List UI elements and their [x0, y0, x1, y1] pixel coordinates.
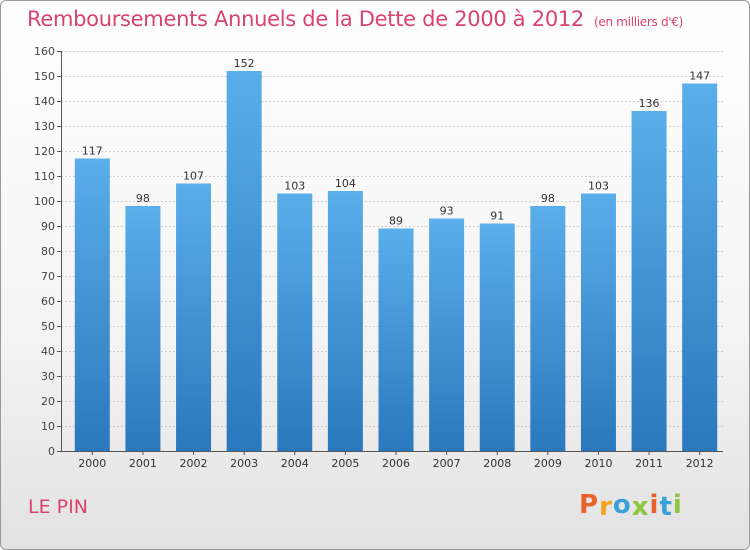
data-label: 104 — [335, 177, 356, 190]
y-tick-label: 90 — [41, 220, 55, 233]
bar — [378, 228, 414, 451]
y-tick-label: 60 — [41, 295, 55, 308]
data-label: 89 — [389, 215, 403, 228]
chart-subtitle: (en milliers d'€) — [594, 15, 684, 29]
bar — [479, 223, 515, 451]
bar — [125, 206, 161, 451]
x-tick-label: 2005 — [331, 457, 359, 470]
y-tick-label: 30 — [41, 370, 55, 383]
y-tick-label: 70 — [41, 270, 55, 283]
y-tick-label: 110 — [34, 170, 55, 183]
y-tick-label: 100 — [34, 195, 55, 208]
data-label: 98 — [136, 192, 150, 205]
y-tick-label: 160 — [34, 45, 55, 58]
data-label: 107 — [183, 170, 204, 183]
x-tick-label: 2010 — [584, 457, 612, 470]
chart-title: Remboursements Annuels de la Dette de 20… — [27, 7, 683, 31]
x-tick-label: 2007 — [433, 457, 461, 470]
y-tick-label: 10 — [41, 420, 55, 433]
x-tick-label: 2003 — [230, 457, 258, 470]
x-tick-label: 2008 — [483, 457, 511, 470]
y-tick-label: 50 — [41, 320, 55, 333]
x-tick-label: 2001 — [129, 457, 157, 470]
bar — [176, 183, 212, 451]
y-tick-label: 150 — [34, 70, 55, 83]
bar — [580, 193, 616, 451]
bar — [429, 218, 465, 451]
data-label: 136 — [639, 97, 660, 110]
label-layer: 0 10 20 30 40 50 60 70 80 90 100 110 120 130 140 150 160… — [34, 45, 714, 470]
data-label: 103 — [588, 180, 609, 193]
y-tick-label: 0 — [48, 445, 55, 458]
logo-letter: o — [612, 490, 632, 520]
logo-letter: i — [672, 490, 683, 520]
bar — [327, 191, 363, 451]
data-label: 93 — [440, 205, 454, 218]
y-tick-label: 130 — [34, 120, 55, 133]
logo-letter: r — [599, 492, 613, 522]
data-label: 117 — [82, 145, 103, 158]
x-tick-label: 2002 — [180, 457, 208, 470]
logo-letter: i — [649, 490, 660, 520]
proxiti-logo: Proxiti — [579, 490, 683, 522]
y-tick-label: 20 — [41, 395, 55, 408]
grid-layer — [57, 51, 723, 455]
logo-letter: P — [579, 490, 600, 520]
x-tick-label: 2006 — [382, 457, 410, 470]
bar — [74, 158, 110, 451]
title-text: Remboursements Annuels de la Dette de 20… — [27, 7, 584, 31]
bar — [631, 111, 667, 451]
x-tick-label: 2011 — [635, 457, 663, 470]
bar — [530, 206, 566, 451]
data-label: 98 — [541, 192, 555, 205]
data-label: 103 — [284, 180, 305, 193]
bar — [277, 193, 313, 451]
logo-letter: t — [659, 492, 673, 522]
data-label: 147 — [689, 70, 710, 83]
logo-letter: x — [631, 492, 650, 522]
y-tick-label: 80 — [41, 245, 55, 258]
bar — [682, 83, 718, 451]
y-tick-label: 40 — [41, 345, 55, 358]
bar-layer — [74, 71, 718, 451]
y-tick-label: 140 — [34, 95, 55, 108]
x-tick-label: 2012 — [686, 457, 714, 470]
bar — [226, 71, 262, 451]
place-name: LE PIN — [28, 496, 88, 518]
x-tick-label: 2004 — [281, 457, 309, 470]
data-label: 91 — [490, 210, 504, 223]
y-tick-label: 120 — [34, 145, 55, 158]
x-tick-label: 2000 — [78, 457, 106, 470]
data-label: 152 — [234, 57, 255, 70]
x-tick-label: 2009 — [534, 457, 562, 470]
